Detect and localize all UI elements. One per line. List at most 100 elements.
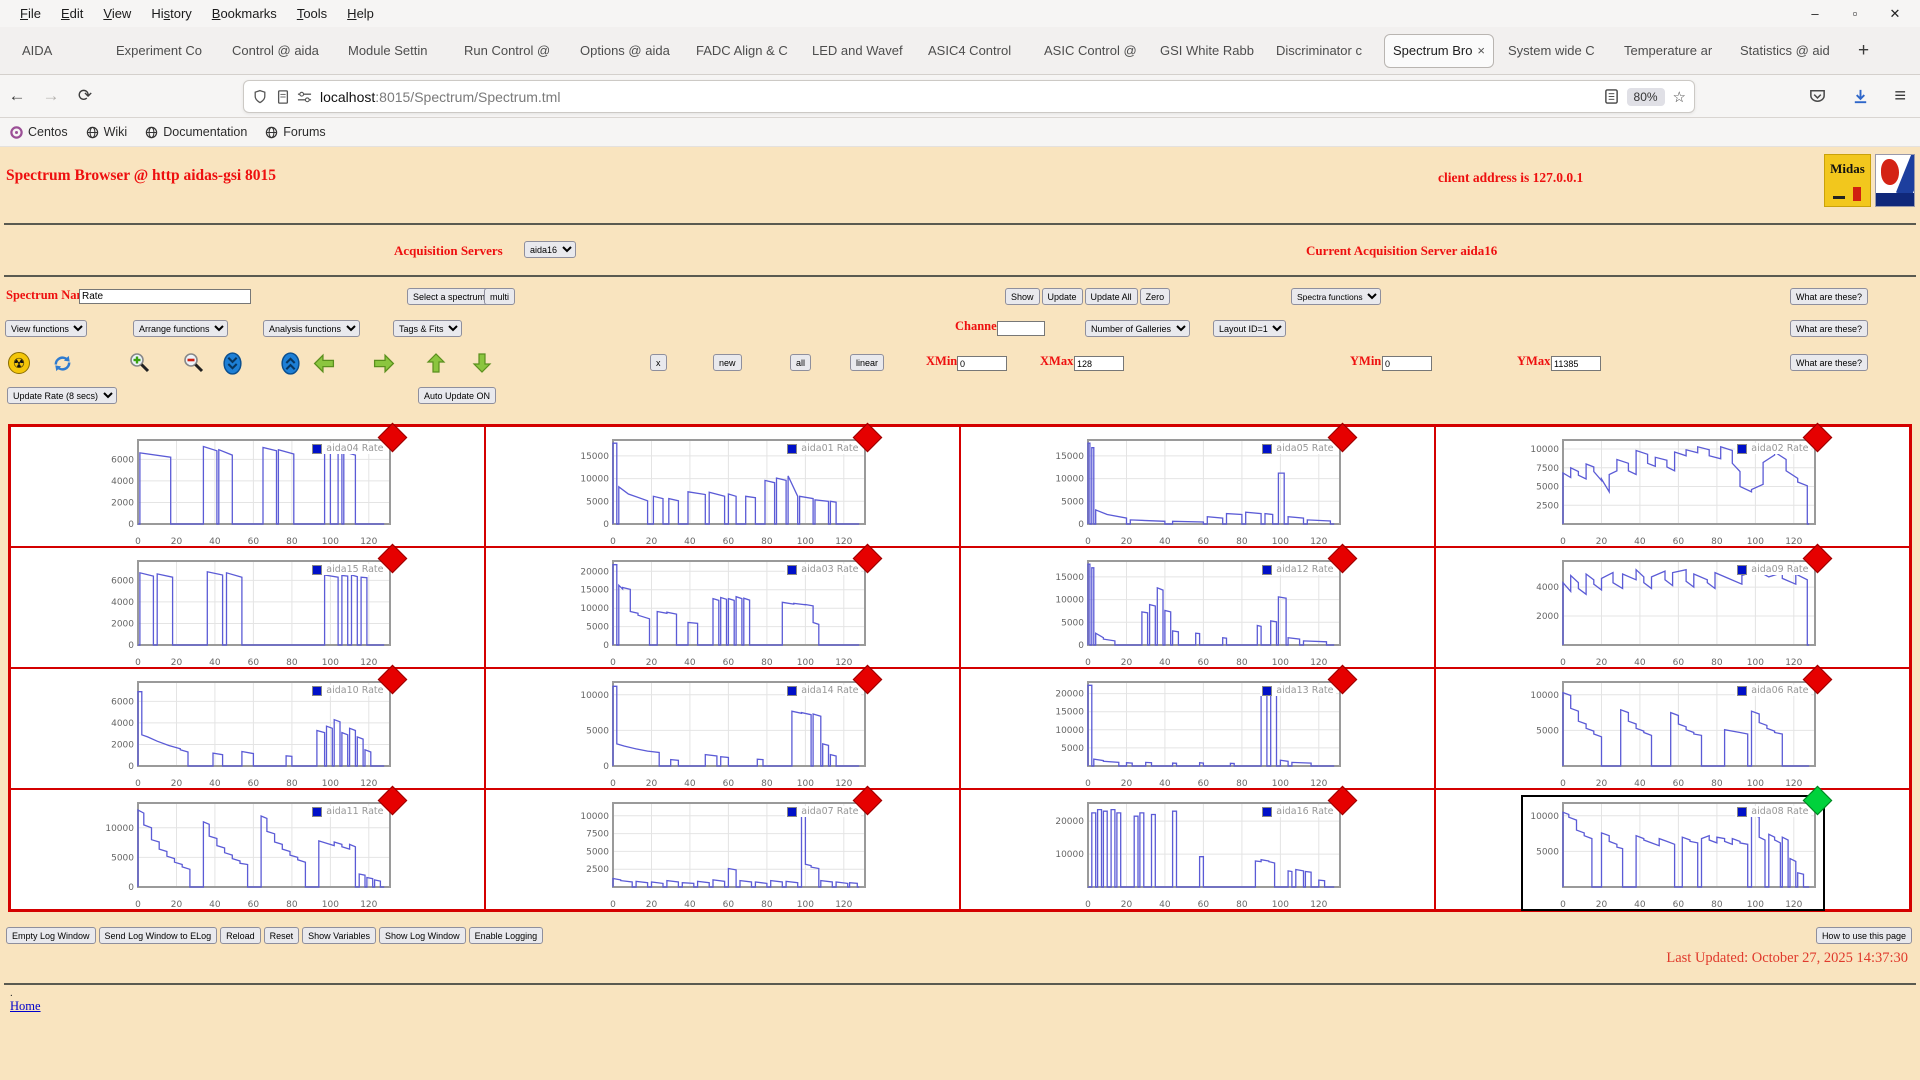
x-axis-button[interactable]: x [650, 354, 667, 371]
all-button[interactable]: all [790, 354, 812, 371]
acquisition-server-select[interactable]: aida16 [524, 241, 576, 258]
linear-button[interactable]: linear [850, 354, 885, 371]
menu-tools[interactable]: Tools [296, 6, 328, 21]
spectrum-name-input[interactable] [79, 289, 251, 304]
chart-block-aida05[interactable]: 0 5000 10000 15000 0 20 40 60 80 100 120 aida05 Rat… [1048, 422, 1357, 547]
spectrum-chart[interactable]: 0 5000 10000 15000 20000 0 20 40 60 80 100 120 [573, 555, 873, 668]
analysis-functions-dropdown[interactable]: Analysis functions [263, 320, 360, 337]
chart-block-aida14[interactable]: 0 5000 10000 0 20 40 60 80 100 120 aida14 Rate [573, 664, 882, 789]
menu-bookmarks[interactable]: Bookmarks [211, 6, 277, 21]
app-menu-icon[interactable]: ≡ [1894, 85, 1906, 107]
multi-button[interactable]: multi [484, 288, 516, 305]
enable-logging-button[interactable]: Enable Logging [468, 927, 544, 944]
chart-block-aida15[interactable]: 0 2000 4000 6000 0 20 40 60 80 100 120 aida15 Rate [98, 543, 407, 668]
empty-log-window-button[interactable]: Empty Log Window [6, 927, 96, 944]
forward-icon[interactable]: → [42, 86, 60, 105]
home-link[interactable]: Home [10, 999, 41, 1013]
spectra-functions-dropdown[interactable]: Spectra functions [1291, 288, 1381, 305]
chart-block-aida08[interactable]: 5000 10000 0 20 40 60 80 100 120 aida08 Rate [1523, 785, 1832, 910]
xmax-input[interactable] [1074, 356, 1124, 371]
show-button[interactable]: Show [1005, 288, 1040, 305]
arrow-up-icon[interactable] [424, 351, 448, 375]
spectrum-chart[interactable]: 5000 10000 0 20 40 60 80 100 120 [1523, 676, 1823, 789]
chart-block-aida12[interactable]: 0 5000 10000 15000 0 20 40 60 80 100 120 aida12 Rat… [1048, 543, 1357, 668]
tab-control[interactable]: Control @ aida [232, 42, 319, 58]
radiation-icon[interactable]: ☢ [7, 351, 31, 375]
zero-button[interactable]: Zero [1139, 288, 1171, 305]
expand-up-icon[interactable] [278, 351, 302, 375]
tab-statistics[interactable]: Statistics @ aid [1740, 42, 1830, 58]
chart-block-aida07[interactable]: 2500 5000 7500 10000 0 20 40 60 80 100 120 aida07 R… [573, 785, 882, 910]
tab-run-control[interactable]: Run Control @ [464, 42, 551, 58]
connection-settings-icon[interactable] [297, 90, 312, 104]
what-are-these-button-1[interactable]: What are these? [1789, 288, 1868, 305]
tab-asic-control[interactable]: ASIC Control @ [1044, 42, 1137, 58]
tab-fadc-align[interactable]: FADC Align & C [696, 42, 788, 58]
how-to-use-button[interactable]: How to use this page [1815, 927, 1912, 944]
url-bar[interactable]: localhost:8015/Spectrum/Spectrum.tml 80%… [243, 80, 1695, 113]
spectrum-chart[interactable]: 0 5000 10000 0 20 40 60 80 100 120 [98, 797, 398, 910]
tab-spectrum-browser[interactable]: Spectrum Bro × [1384, 33, 1494, 68]
back-icon[interactable]: ← [8, 86, 26, 105]
new-button[interactable]: new [713, 354, 742, 371]
tab-discriminator[interactable]: Discriminator c [1276, 42, 1362, 58]
update-rate-dropdown[interactable]: Update Rate (8 secs) [7, 387, 117, 404]
menu-help[interactable]: Help [347, 6, 374, 21]
refresh-icon[interactable] [50, 351, 74, 375]
spectrum-chart[interactable]: 10000 20000 0 20 40 60 80 100 120 [1048, 797, 1348, 910]
tab-asic4-control[interactable]: ASIC4 Control [928, 42, 1012, 58]
update-all-button[interactable]: Update All [1084, 288, 1138, 305]
url-text[interactable]: localhost:8015/Spectrum/Spectrum.tml [320, 89, 1604, 105]
close-icon[interactable]: ✕ [1889, 5, 1901, 21]
layout-id-dropdown[interactable]: Layout ID=1 [1213, 320, 1286, 337]
tab-options[interactable]: Options @ aida [580, 42, 670, 58]
bookmark-forums[interactable]: Forums [265, 125, 326, 139]
select-spectrum-dropdown[interactable]: Select a spectrum [407, 288, 504, 305]
spectrum-chart[interactable]: 5000 10000 0 20 40 60 80 100 120 [1523, 797, 1823, 910]
xmin-input[interactable] [957, 356, 1007, 371]
minimize-icon[interactable]: – [1811, 6, 1819, 21]
ymin-input[interactable] [1382, 356, 1432, 371]
chart-block-aida04[interactable]: 0 2000 4000 6000 0 20 40 60 80 100 120 aida04 Rate [98, 422, 407, 547]
bookmark-centos[interactable]: Centos [10, 125, 68, 139]
spectrum-chart[interactable]: 0 2000 4000 6000 0 20 40 60 80 100 120 [98, 434, 398, 547]
spectrum-chart[interactable]: 5000 10000 15000 20000 0 20 40 60 80 100 120 [1048, 676, 1348, 789]
reload-button[interactable]: Reload [220, 927, 261, 944]
reader-mode-icon[interactable] [1604, 88, 1619, 105]
tab-close-icon[interactable]: × [1477, 42, 1485, 58]
spectrum-chart[interactable]: 0 5000 10000 15000 0 20 40 60 80 100 120 [1048, 434, 1348, 547]
ymax-input[interactable] [1551, 356, 1601, 371]
tags-fits-dropdown[interactable]: Tags & Fits [393, 320, 462, 337]
chart-block-aida09[interactable]: 2000 4000 0 20 40 60 80 100 120 aida09 Rate [1523, 543, 1832, 668]
spectrum-chart[interactable]: 0 5000 10000 0 20 40 60 80 100 120 [573, 676, 873, 789]
spectrum-chart[interactable]: 0 2000 4000 6000 0 20 40 60 80 100 120 [98, 555, 398, 668]
chart-block-aida01[interactable]: 0 5000 10000 15000 0 20 40 60 80 100 120 aida01 Rat… [573, 422, 882, 547]
tab-module-settings[interactable]: Module Settin [348, 42, 428, 58]
maximize-icon[interactable]: ▫ [1852, 6, 1858, 21]
what-are-these-button-3[interactable]: What are these? [1789, 354, 1868, 371]
what-are-these-button-2[interactable]: What are these? [1789, 320, 1868, 337]
bookmark-star-icon[interactable]: ☆ [1672, 88, 1686, 106]
tab-led-waveform[interactable]: LED and Wavef [812, 42, 903, 58]
tab-temperature[interactable]: Temperature ar [1624, 42, 1713, 58]
update-button[interactable]: Update [1041, 288, 1083, 305]
arrow-right-icon[interactable] [372, 351, 396, 375]
tab-system-wide[interactable]: System wide C [1508, 42, 1595, 58]
pocket-icon[interactable] [1808, 87, 1827, 106]
chart-block-aida10[interactable]: 0 2000 4000 6000 0 20 40 60 80 100 120 aida10 Rate [98, 664, 407, 789]
send-log-to-elog-button[interactable]: Send Log Window to ELog [98, 927, 218, 944]
downloads-icon[interactable] [1851, 87, 1870, 106]
spectrum-chart[interactable]: 0 2000 4000 6000 0 20 40 60 80 100 120 [98, 676, 398, 789]
arrow-left-icon[interactable] [312, 351, 336, 375]
new-tab-button[interactable]: + [1858, 39, 1870, 61]
spectrum-chart[interactable]: 0 5000 10000 15000 0 20 40 60 80 100 120 [573, 434, 873, 547]
show-log-window-button[interactable]: Show Log Window [379, 927, 466, 944]
chart-block-aida02[interactable]: 2500 5000 7500 10000 0 20 40 60 80 100 120 aida02 R… [1523, 422, 1832, 547]
reload-icon[interactable]: ⟳ [77, 86, 93, 105]
zoom-in-icon[interactable] [128, 351, 152, 375]
collapse-down-icon[interactable] [220, 351, 244, 375]
spectrum-chart[interactable]: 0 5000 10000 15000 0 20 40 60 80 100 120 [1048, 555, 1348, 668]
reset-button[interactable]: Reset [263, 927, 300, 944]
page-info-icon[interactable] [276, 89, 290, 105]
bookmark-documentation[interactable]: Documentation [145, 125, 247, 139]
